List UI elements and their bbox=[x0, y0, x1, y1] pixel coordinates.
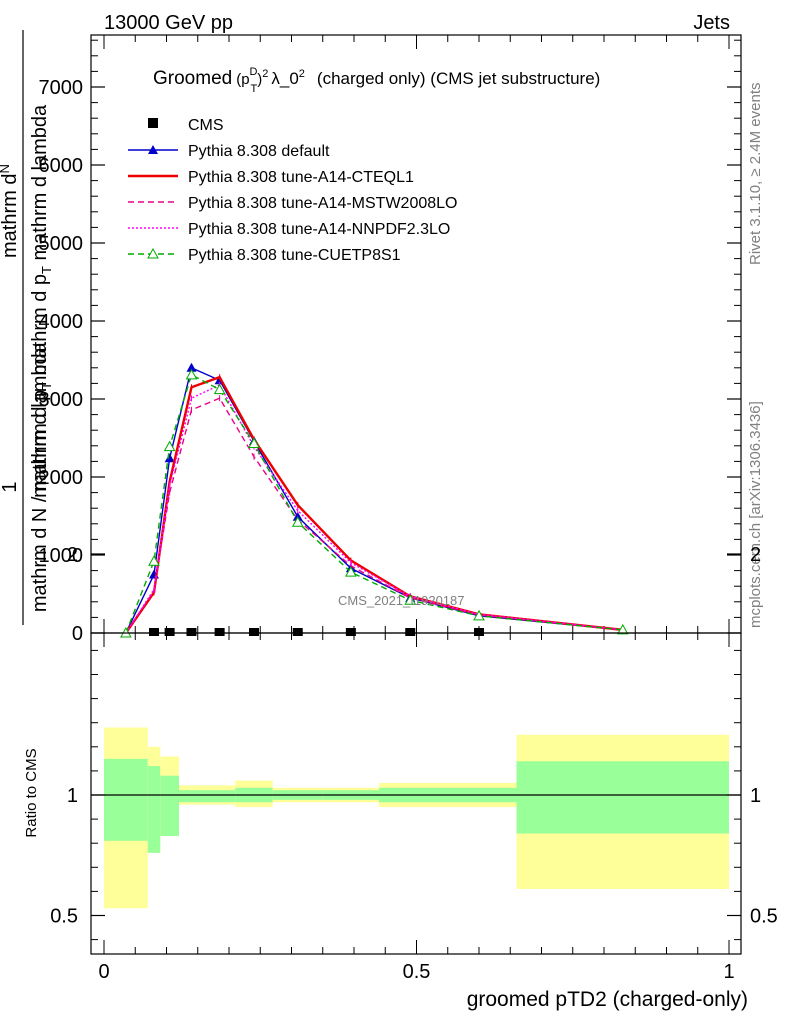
legend-label-3: Pythia 8.308 tune-A14-NNPDF2.3LO bbox=[188, 221, 450, 238]
main-y-tick-label: 4000 bbox=[39, 311, 84, 333]
ratio-inner-band-0 bbox=[104, 758, 148, 841]
header-energy: 13000 GeV pp bbox=[104, 12, 233, 34]
main-y-tick-label: 5000 bbox=[39, 233, 84, 255]
cms-data-point bbox=[186, 628, 197, 636]
main-y-tick-label: 0 bbox=[72, 623, 83, 645]
main-y-tick-label: 2000 bbox=[39, 467, 84, 489]
series-marker-4 bbox=[404, 594, 417, 605]
ratio-uncertainty-bands bbox=[104, 727, 729, 909]
ylabel-den-lambda: mathrm d lambda bbox=[29, 341, 51, 497]
legend: CMS Pythia 8.308 default Pythia 8.308 tune… bbox=[128, 117, 457, 264]
legend-label-4: Pythia 8.308 tune-CUETP8S1 bbox=[188, 247, 401, 264]
legend-marker-0 bbox=[148, 145, 158, 154]
ratio-inner-band-4 bbox=[204, 790, 236, 803]
mcplots-label: mcplots.cern.ch [arXiv:1306.3436] bbox=[747, 401, 764, 628]
cms-data-point bbox=[405, 628, 416, 636]
ylabel-den: mathrm d N / mathrm d pT bbox=[29, 382, 54, 612]
x-tick-label: 1 bbox=[723, 961, 734, 983]
cms-data-point bbox=[214, 628, 225, 636]
legend-marker-cms bbox=[148, 118, 158, 128]
header-process: Jets bbox=[693, 12, 730, 34]
ylabel-num-top: mathrm dN bbox=[0, 164, 21, 258]
main-y-tick-label: 7000 bbox=[39, 77, 84, 99]
ratio-y-tick-label: 2 bbox=[67, 544, 78, 566]
analysis-watermark: CMS_2021_I1920187 bbox=[338, 593, 465, 608]
ratio-y-tick-label: 1 bbox=[67, 785, 78, 807]
main-data-area bbox=[120, 362, 629, 638]
series-marker-4 bbox=[291, 516, 304, 527]
series-marker-4 bbox=[473, 609, 485, 621]
ratio-axis-ticks bbox=[91, 553, 741, 954]
series-marker-0 bbox=[164, 453, 175, 463]
main-y-axis-label: 1 mathrm d N / mathrm d pT mathrm dN mat… bbox=[0, 30, 54, 625]
rivet-label: Rivet 3.1.10, ≥ 2.4M events bbox=[747, 83, 764, 266]
x-tick-labels: 0 0.5 1 bbox=[98, 961, 734, 983]
legend-marker-4 bbox=[147, 247, 159, 259]
ratio-inner-band-3 bbox=[179, 790, 204, 803]
ratio-y-tick-labels: 0.5 0.5 1 1 2 2 bbox=[50, 544, 778, 928]
cms-data-point bbox=[345, 628, 356, 636]
series-marker-4 bbox=[345, 566, 357, 577]
plot-title: Groomed (pD T)2 λ_02 (charged only) (CMS jet… bbox=[153, 66, 600, 95]
series-marker-4 bbox=[248, 437, 260, 448]
series-marker-4 bbox=[163, 440, 176, 452]
series-marker-4 bbox=[213, 383, 226, 395]
ratio-y-tick-label-right: 2 bbox=[750, 544, 761, 566]
cms-data-point bbox=[292, 628, 303, 636]
main-y-tick-label: 1000 bbox=[39, 545, 84, 567]
legend-label-cms: CMS bbox=[188, 117, 224, 134]
main-y-tick-labels: 0 1000 2000 3000 4000 5000 6000 7000 bbox=[39, 77, 84, 645]
ratio-y-tick-label-right: 0.5 bbox=[750, 906, 778, 928]
ratio-y-axis-label: Ratio to CMS bbox=[23, 748, 40, 837]
x-axis-label: groomed pTD2 (charged-only) bbox=[467, 988, 748, 1011]
cms-data-point bbox=[474, 628, 484, 636]
main-y-tick-label: 6000 bbox=[39, 155, 84, 177]
ratio-y-tick-label: 0.5 bbox=[50, 906, 78, 928]
ratio-inner-band-1 bbox=[147, 766, 161, 853]
series-marker-0 bbox=[186, 362, 197, 372]
ratio-inner-band-10 bbox=[516, 761, 729, 834]
series-marker-4 bbox=[148, 555, 160, 566]
main-y-tick-label: 3000 bbox=[39, 389, 84, 411]
cms-data-point bbox=[164, 628, 175, 636]
cms-data-point bbox=[249, 628, 259, 636]
ratio-inner-band-2 bbox=[160, 775, 179, 836]
legend-label-2: Pythia 8.308 tune-A14-MSTW2008LO bbox=[188, 195, 457, 212]
series-marker-4 bbox=[185, 368, 198, 380]
legend-label-1: Pythia 8.308 tune-A14-CTEQL1 bbox=[188, 169, 414, 186]
ylabel-one: 1 bbox=[0, 481, 21, 492]
ylabel-num-bottom: mathrm d pT mathrm d lambda bbox=[29, 104, 54, 375]
legend-label-0: Pythia 8.308 default bbox=[188, 143, 330, 160]
ratio-y-tick-label-right: 1 bbox=[750, 785, 761, 807]
series-marker-4 bbox=[616, 623, 629, 635]
x-tick-label: 0 bbox=[98, 961, 109, 983]
cms-data-point bbox=[149, 628, 159, 636]
x-tick-label: 0.5 bbox=[403, 961, 431, 983]
